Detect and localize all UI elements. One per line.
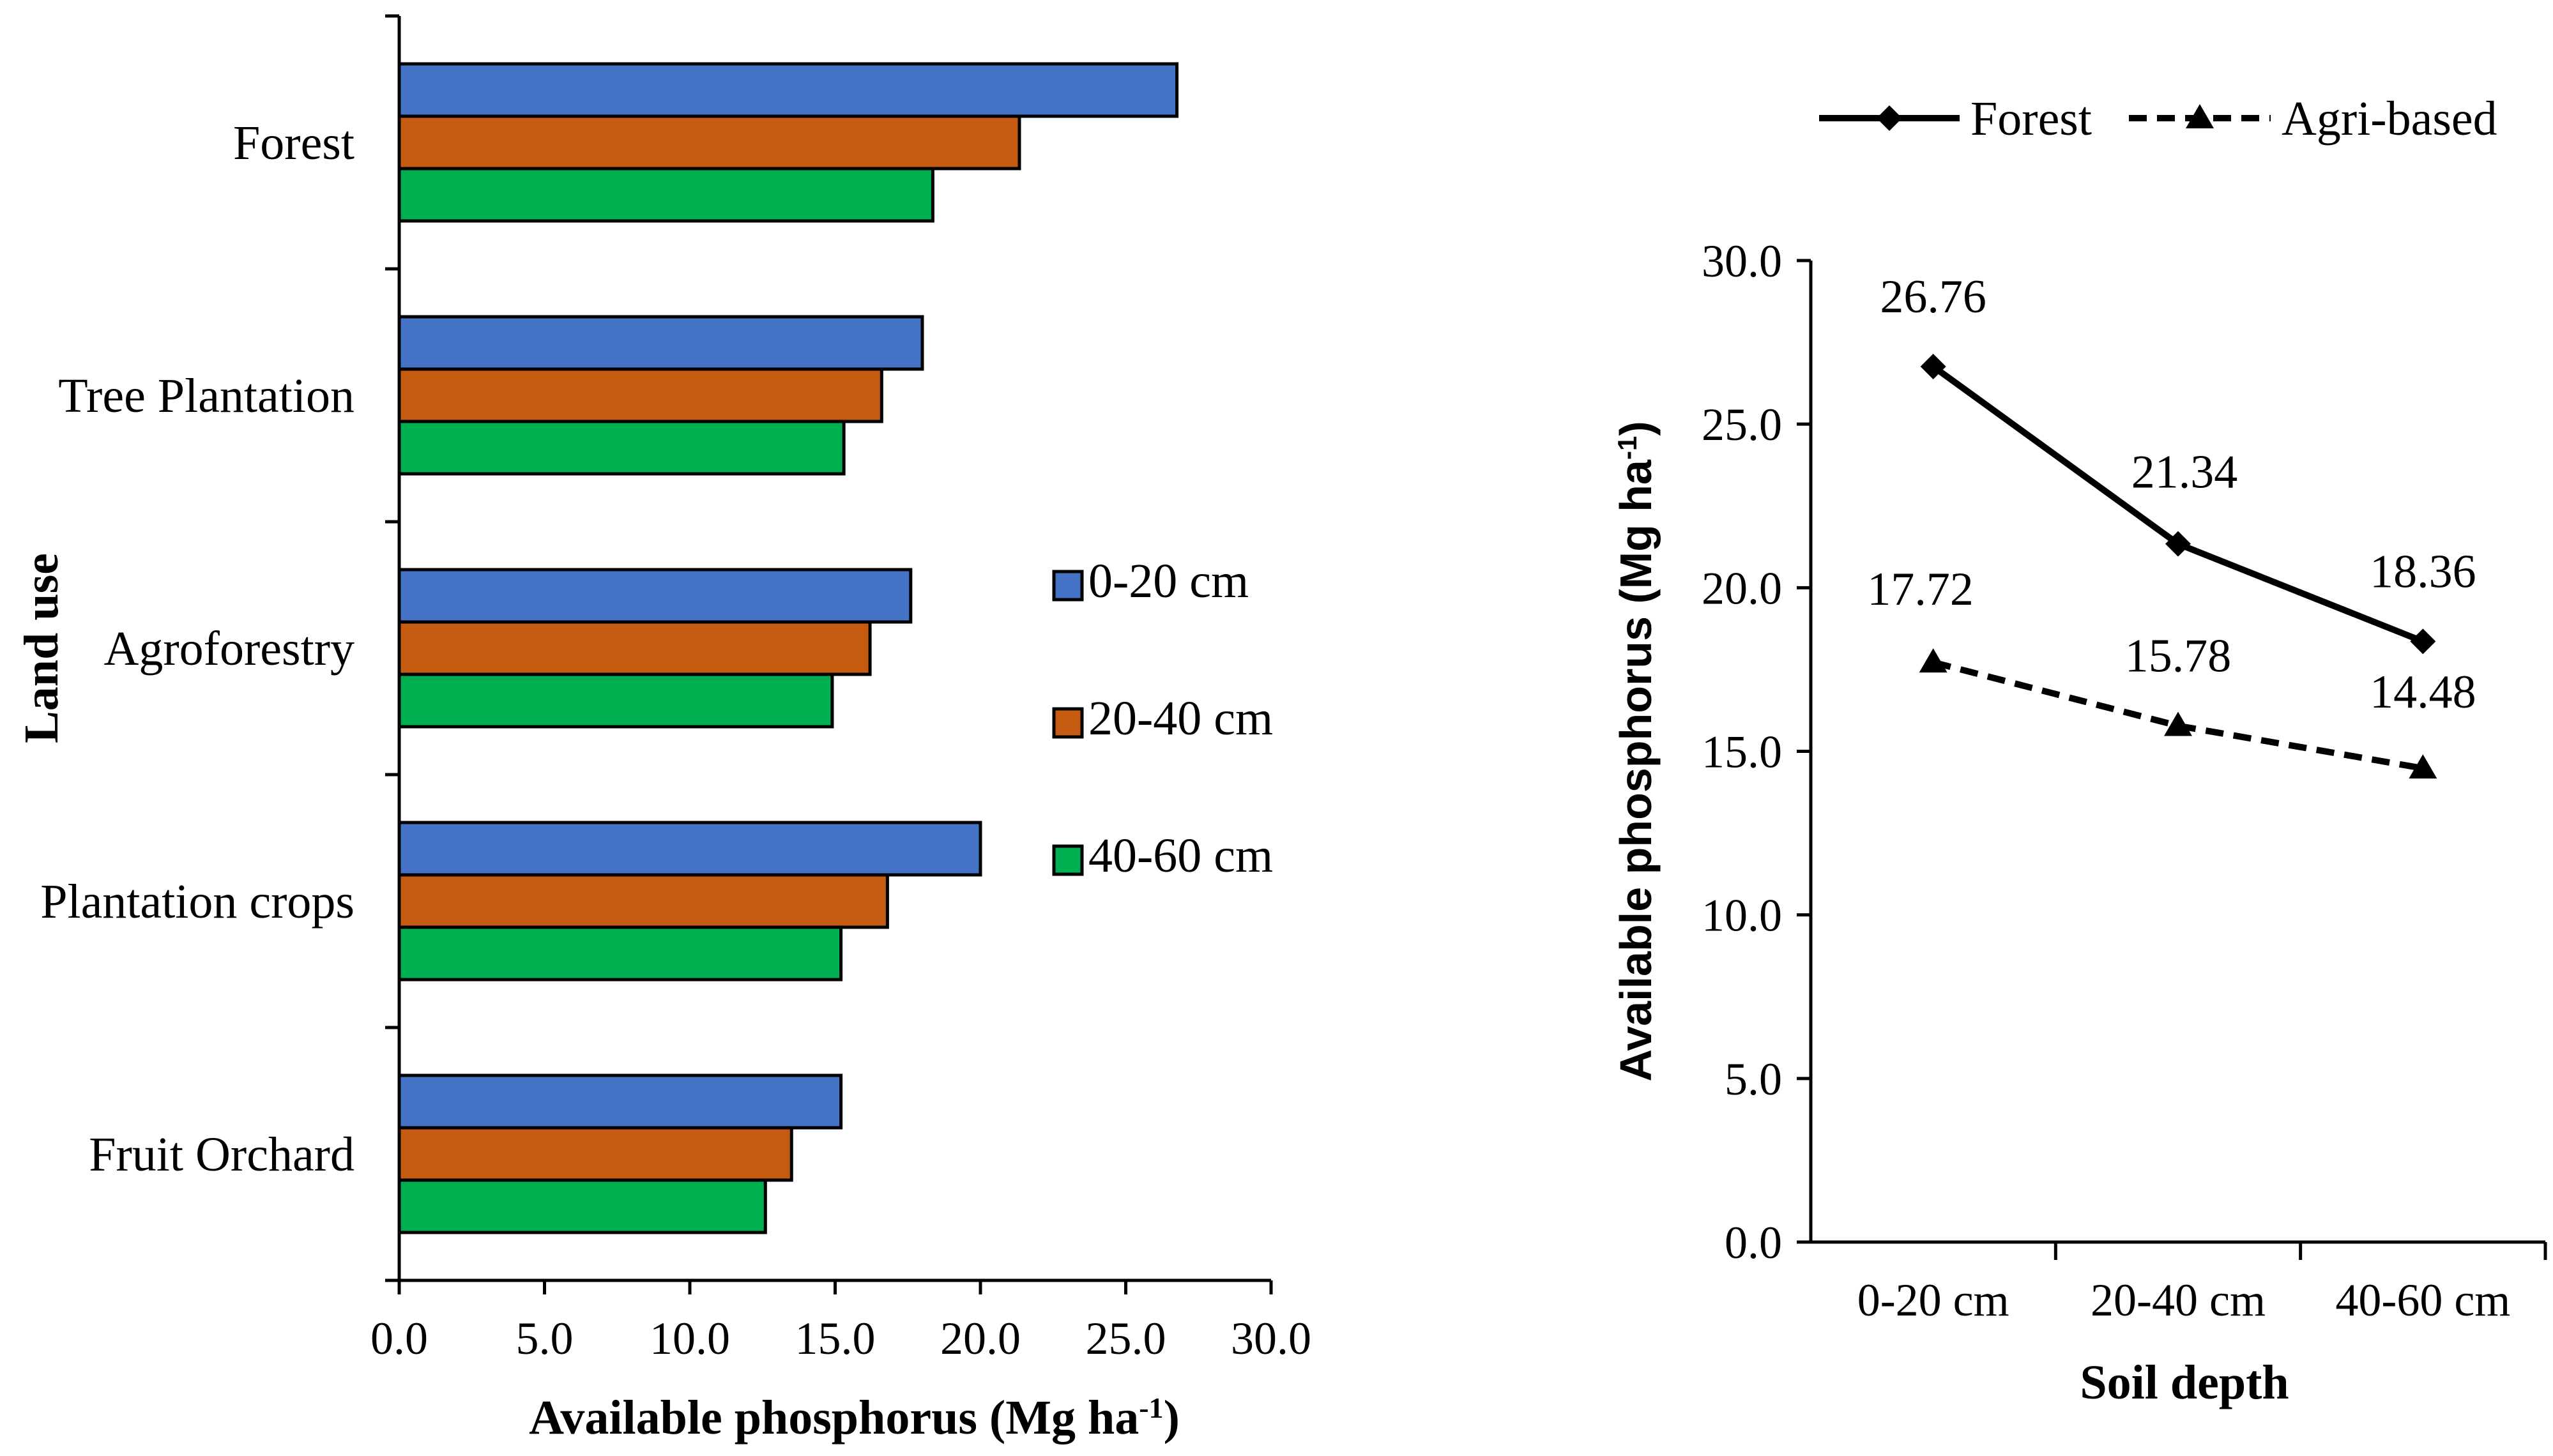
- category-label: Plantation crops: [40, 875, 354, 929]
- y-tick-label: 5.0: [1725, 1054, 1782, 1105]
- x-tick-label: 5.0: [516, 1313, 574, 1364]
- bar: [399, 169, 933, 221]
- legend-swatch: [1054, 572, 1082, 600]
- y-tick-label: 25.0: [1702, 399, 1782, 450]
- bar: [399, 369, 881, 421]
- x-tick-label: 30.0: [1231, 1313, 1311, 1364]
- bar: [399, 64, 1177, 116]
- x-tick-label: 10.0: [650, 1313, 730, 1364]
- x-axis-title: Soil depth: [2080, 1356, 2289, 1409]
- bar: [399, 823, 980, 875]
- data-point: [1919, 648, 1947, 672]
- bar: [399, 622, 870, 674]
- legend-label: Forest: [1970, 92, 2092, 146]
- data-label: 18.36: [2370, 545, 2476, 598]
- bar: [399, 1075, 841, 1128]
- legend-label: 40-60 cm: [1088, 829, 1273, 883]
- legend-label: 20-40 cm: [1088, 692, 1273, 745]
- x-tick-label: 20.0: [940, 1313, 1021, 1364]
- data-label: 26.76: [1880, 271, 1986, 323]
- y-tick-label: 15.0: [1702, 727, 1782, 778]
- x-tick-label: 0.0: [370, 1313, 428, 1364]
- data-point: [2410, 628, 2435, 654]
- x-axis-title: Available phosphorus (Mg ha-1): [529, 1391, 1180, 1445]
- bar: [399, 116, 1019, 169]
- category-label: Agroforestry: [103, 622, 354, 676]
- legend-label: 0-20 cm: [1088, 554, 1249, 608]
- bar-chart: Forest Tree Plantation Agroforestry Plantat…: [15, 16, 1311, 1445]
- x-tick-label: 25.0: [1086, 1313, 1166, 1364]
- bar: [399, 927, 841, 980]
- legend-swatch: [1054, 846, 1082, 874]
- x-tick-label: 15.0: [795, 1313, 876, 1364]
- legend-marker-forest: [1877, 105, 1902, 131]
- line-chart: 0.0 5.0 10.0 15.0 20.0 25.0 30.0 0-20 cm 20-40 c…: [1611, 92, 2545, 1409]
- data-label: 14.48: [2370, 666, 2476, 718]
- bar: [399, 421, 844, 474]
- series-line: [1933, 367, 2423, 641]
- data-label: 17.72: [1867, 563, 1974, 616]
- x-tick-label: 20-40 cm: [2091, 1275, 2266, 1326]
- data-label: 15.78: [2125, 630, 2232, 683]
- y-axis-title: Available phosphorus (Mg ha-1): [1611, 421, 1661, 1081]
- legend-label: Agri-based: [2282, 92, 2497, 146]
- x-tick-label: 40-60 cm: [2335, 1275, 2510, 1326]
- y-tick-label: 10.0: [1702, 890, 1782, 941]
- y-tick-label: 30.0: [1702, 236, 1782, 287]
- legend-swatch: [1054, 709, 1082, 737]
- bar: [399, 570, 911, 622]
- category-label: Fruit Orchard: [89, 1128, 354, 1181]
- y-tick-label: 0.0: [1725, 1217, 1782, 1268]
- y-tick-label: 20.0: [1702, 563, 1782, 614]
- bar: [399, 1128, 791, 1180]
- category-label: Tree Plantation: [58, 369, 354, 423]
- bar: [399, 674, 832, 727]
- y-axis-title: Land use: [15, 553, 68, 743]
- x-tick-label: 0-20 cm: [1857, 1275, 2009, 1326]
- data-label: 21.34: [2131, 446, 2238, 499]
- category-label: Forest: [233, 116, 354, 170]
- data-point: [2164, 712, 2192, 736]
- bar: [399, 1180, 765, 1232]
- bar: [399, 875, 887, 927]
- bar: [399, 317, 922, 369]
